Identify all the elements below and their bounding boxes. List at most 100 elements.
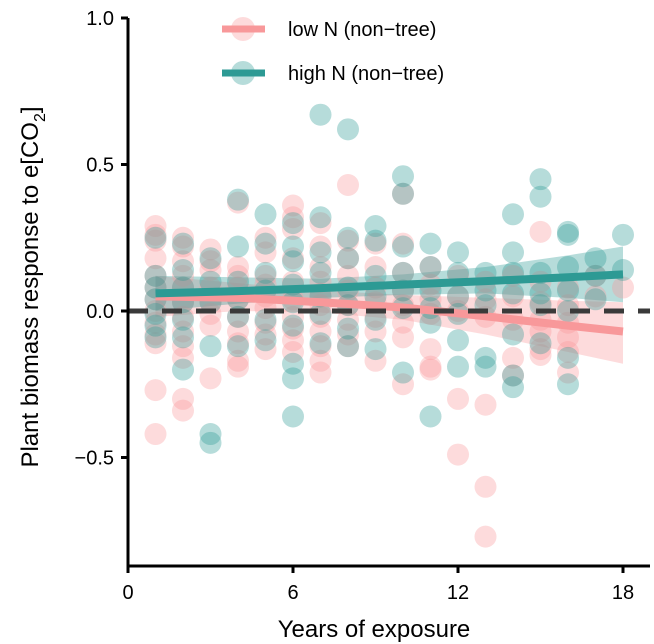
data-point-high-n — [227, 235, 249, 258]
data-point-high-n — [199, 247, 222, 270]
data-point-low-n — [337, 323, 359, 346]
data-point-low-n — [254, 311, 277, 334]
data-point-high-n — [309, 332, 332, 355]
data-point-high-n — [172, 308, 194, 331]
data-point-high-n — [447, 241, 469, 264]
data-point-high-n — [172, 358, 194, 381]
data-point-high-n — [144, 264, 167, 287]
data-point-high-n — [392, 165, 414, 188]
data-point-low-n — [392, 373, 414, 396]
data-point-low-n — [309, 212, 332, 235]
x-tick-label: 12 — [447, 582, 469, 604]
data-point-high-n — [419, 232, 442, 255]
data-point-low-n — [282, 194, 304, 217]
axes: 1.0 0.5 0.0 −0.5 0 6 12 18 — [75, 8, 650, 604]
data-point-high-n — [557, 373, 579, 396]
y-axis-title: Plant biomass response to e[CO2] — [17, 106, 49, 467]
data-point-high-n — [337, 226, 359, 249]
data-point-low-n — [447, 285, 469, 308]
data-point-high-n — [254, 329, 277, 352]
data-point-high-n — [309, 302, 332, 325]
y-tick-label: 0.5 — [86, 155, 114, 177]
data-point-low-n — [309, 349, 332, 372]
data-point-high-n — [447, 355, 469, 378]
data-point-low-n — [199, 250, 222, 273]
data-point-low-n — [584, 285, 607, 308]
data-point-low-n — [144, 379, 167, 402]
data-point-high-n — [447, 329, 469, 352]
data-point-low-n — [392, 326, 414, 349]
data-point-low-n — [419, 358, 442, 381]
data-point-high-n — [282, 250, 304, 273]
data-point-high-n — [557, 220, 579, 243]
data-point-high-n — [557, 300, 579, 322]
data-point-high-n — [282, 352, 304, 375]
y-tick-label: 0.0 — [86, 301, 114, 323]
confidence-band-high-n — [155, 246, 623, 311]
data-point-low-n — [529, 291, 552, 314]
data-point-low-n — [227, 264, 249, 287]
data-point-high-n — [254, 261, 277, 284]
legend-label-low-n: low N (non−tree) — [288, 19, 436, 41]
data-point-low-n — [474, 393, 497, 416]
data-point-high-n — [584, 247, 607, 270]
data-point-high-n — [254, 308, 277, 331]
x-tick-label: 6 — [287, 582, 298, 604]
data-point-high-n — [172, 232, 194, 255]
data-point-low-n — [172, 250, 194, 273]
data-point-low-n — [144, 223, 167, 246]
fit-lines — [155, 270, 624, 336]
data-point-high-n — [557, 346, 579, 369]
data-point-low-n — [172, 320, 194, 343]
data-point-low-n — [309, 320, 332, 343]
data-point-high-n — [364, 264, 387, 287]
data-point-high-n — [337, 317, 359, 340]
data-point-high-n — [309, 103, 332, 126]
data-point-high-n — [392, 182, 414, 205]
data-point-low-n — [254, 226, 277, 249]
data-point-low-n — [392, 232, 414, 255]
data-point-high-n — [584, 288, 607, 311]
data-point-high-n — [364, 308, 387, 331]
data-point-low-n — [227, 355, 249, 378]
data-point-low-n — [502, 346, 524, 369]
data-point-high-n — [529, 185, 552, 208]
data-point-low-n — [227, 256, 249, 279]
data-point-high-n — [254, 232, 277, 255]
data-point-low-n — [502, 285, 524, 308]
data-point-high-n — [227, 188, 249, 211]
x-tick-label: 0 — [122, 582, 133, 604]
data-point-high-n — [364, 338, 387, 361]
data-point-high-n — [557, 279, 579, 302]
data-point-high-n — [557, 256, 579, 279]
data-point-high-n — [282, 405, 304, 428]
data-point-low-n — [474, 288, 497, 311]
fit-line-low-n — [155, 292, 624, 336]
data-point-low-n — [282, 341, 304, 364]
data-point-high-n — [144, 226, 167, 249]
data-point-low-n — [144, 229, 167, 252]
data-point-low-n — [529, 343, 552, 366]
data-point-low-n — [172, 264, 194, 287]
data-point-low-n — [227, 349, 249, 372]
data-point-high-n — [392, 235, 414, 258]
data-point-low-n — [172, 335, 194, 358]
data-point-high-n — [282, 212, 304, 235]
data-point-low-n — [144, 300, 167, 322]
data-point-low-n — [529, 220, 552, 243]
data-point-low-n — [557, 341, 579, 364]
y-tick-label: 1.0 — [86, 8, 114, 30]
data-point-low-n — [144, 311, 167, 334]
data-point-high-n — [337, 247, 359, 270]
data-point-high-n — [337, 118, 359, 141]
data-point-high-n — [529, 282, 552, 305]
data-point-low-n — [419, 338, 442, 361]
y-tick-label: −0.5 — [75, 448, 114, 470]
legend: low N (non−tree) high N (non−tree) — [222, 17, 444, 85]
data-point-low-n — [144, 215, 167, 238]
data-point-low-n — [557, 276, 579, 299]
data-point-high-n — [419, 311, 442, 334]
data-point-high-n — [172, 326, 194, 349]
data-point-low-n — [144, 247, 167, 270]
